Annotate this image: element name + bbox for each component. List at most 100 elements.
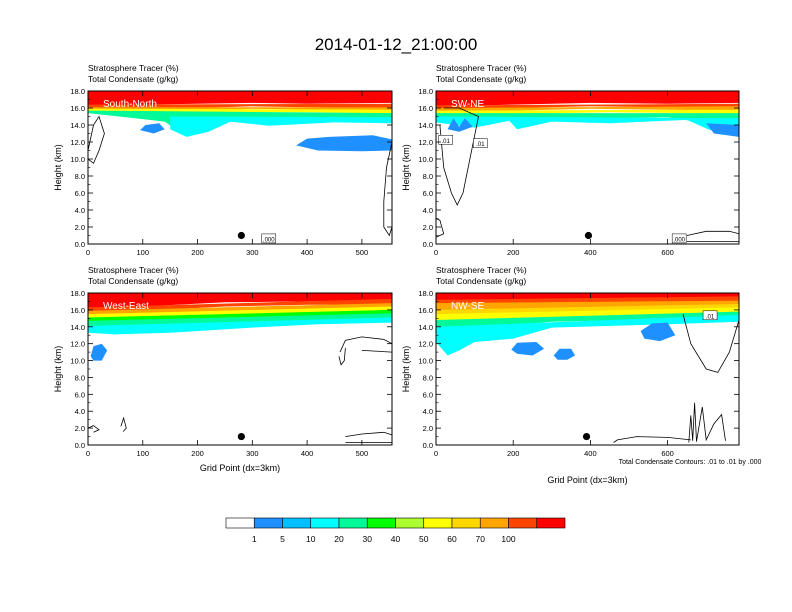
y-tick-label: 12.0 bbox=[418, 138, 433, 147]
colorbar-swatch bbox=[366, 517, 396, 529]
y-tick-label: 10.0 bbox=[70, 357, 85, 366]
y-tick-label: 4.0 bbox=[423, 407, 433, 416]
tracer-region-9 bbox=[553, 348, 575, 360]
y-tick-label: 16.0 bbox=[418, 306, 433, 315]
x-axis-title: Grid Point (dx=3km) bbox=[547, 475, 627, 485]
tracer-region-3 bbox=[88, 108, 392, 119]
contour-label: .01 bbox=[473, 138, 488, 148]
y-tick-label: 18.0 bbox=[418, 87, 433, 96]
colorbar-label: 40 bbox=[391, 534, 401, 544]
location-marker bbox=[237, 231, 245, 240]
x-tick-label: 200 bbox=[191, 248, 204, 257]
panel-south-north: .000 South-North Stratosphere Tracer (%)To… bbox=[53, 63, 393, 257]
plot-area: .000 bbox=[88, 91, 392, 244]
y-axis-title: Height (km) bbox=[53, 144, 63, 191]
colorbar-swatch bbox=[338, 517, 368, 529]
subtitle-condensate: Total Condensate (g/kg) bbox=[88, 74, 178, 84]
y-tick-label: 14.0 bbox=[70, 323, 85, 332]
y-tick-label: 14.0 bbox=[418, 323, 433, 332]
condensate-contour-1 bbox=[688, 402, 726, 443]
x-tick-label: 100 bbox=[137, 248, 150, 257]
subtitle-tracer: Stratosphere Tracer (%) bbox=[436, 265, 527, 275]
x-tick-label: 0 bbox=[434, 248, 438, 257]
x-tick-label: 400 bbox=[584, 248, 597, 257]
x-tick-label: 0 bbox=[86, 248, 90, 257]
condensate-contour-0 bbox=[439, 107, 479, 206]
subtitle-condensate: Total Condensate (g/kg) bbox=[88, 276, 178, 286]
x-tick-label: 200 bbox=[191, 449, 204, 458]
x-axis-title: Grid Point (dx=3km) bbox=[200, 463, 280, 473]
y-tick-label: 0.0 bbox=[423, 240, 433, 249]
y-tick-label: 8.0 bbox=[75, 373, 85, 382]
y-tick-label: 12.0 bbox=[70, 340, 85, 349]
condensate-contour-3 bbox=[88, 425, 100, 433]
x-tick-label: 400 bbox=[301, 248, 314, 257]
svg-text:.000: .000 bbox=[263, 237, 275, 243]
plot-area bbox=[88, 293, 392, 445]
y-tick-label: 4.0 bbox=[423, 206, 433, 215]
location-marker bbox=[237, 432, 245, 441]
y-tick-label: 10.0 bbox=[418, 155, 433, 164]
condensate-contour-2 bbox=[686, 230, 739, 242]
condensate-contour-0 bbox=[682, 313, 739, 373]
y-tick-label: 2.0 bbox=[423, 223, 433, 232]
tracer-region-6 bbox=[706, 123, 739, 137]
y-tick-label: 16.0 bbox=[418, 104, 433, 113]
y-tick-label: 8.0 bbox=[423, 373, 433, 382]
condensate-contour-1 bbox=[338, 347, 346, 366]
x-tick-label: 500 bbox=[356, 449, 369, 458]
colorbar-label: 20 bbox=[334, 534, 344, 544]
tracer-region-5 bbox=[436, 311, 739, 350]
subtitle-tracer: Stratosphere Tracer (%) bbox=[436, 63, 527, 73]
tracer-region-7 bbox=[90, 343, 108, 361]
x-tick-label: 200 bbox=[507, 449, 520, 458]
y-tick-label: 6.0 bbox=[423, 189, 433, 198]
y-tick-label: 2.0 bbox=[423, 424, 433, 433]
contour-footnote: Total Condensate Contours: .01 to .01 by… bbox=[619, 459, 762, 466]
colorbar-label: 50 bbox=[419, 534, 429, 544]
colorbar-label: 100 bbox=[501, 534, 515, 544]
y-axis-title: Height (km) bbox=[401, 346, 411, 393]
location-marker bbox=[582, 432, 591, 441]
panel-west-east: West-East Stratosphere Tracer (%)Total Co… bbox=[53, 265, 393, 473]
y-tick-label: 0.0 bbox=[75, 240, 85, 249]
contour-label: .01 bbox=[438, 135, 453, 145]
y-tick-label: 18.0 bbox=[70, 289, 85, 298]
colorbar-label: 60 bbox=[447, 534, 457, 544]
contour-label: .000 bbox=[671, 233, 687, 243]
x-tick-label: 0 bbox=[86, 449, 90, 458]
condensate-contour-0 bbox=[88, 115, 105, 164]
colorbar-label: 5 bbox=[280, 534, 285, 544]
condensate-contour-0 bbox=[339, 336, 392, 353]
plot-area: .01 .01 .000 bbox=[436, 91, 739, 244]
tracer-region-7 bbox=[140, 123, 165, 134]
y-tick-label: 10.0 bbox=[418, 357, 433, 366]
y-tick-label: 10.0 bbox=[70, 155, 85, 164]
panel-sw-ne: .01 .01 .000 SW-NE Stratosphere Tracer (%)To… bbox=[401, 63, 740, 257]
condensate-contour-1 bbox=[436, 218, 445, 238]
svg-text:.01: .01 bbox=[706, 314, 715, 320]
colorbar-swatch bbox=[253, 517, 283, 529]
subtitle-tracer: Stratosphere Tracer (%) bbox=[88, 265, 179, 275]
x-tick-label: 400 bbox=[584, 449, 597, 458]
tracer-region-5 bbox=[436, 116, 739, 131]
tracer-region-7 bbox=[447, 118, 473, 132]
colorbar-swatch bbox=[395, 517, 425, 529]
y-tick-label: 2.0 bbox=[75, 424, 85, 433]
y-tick-label: 16.0 bbox=[70, 104, 85, 113]
y-tick-label: 18.0 bbox=[70, 87, 85, 96]
colorbar-label: 1 bbox=[252, 534, 257, 544]
colorbar-label: 70 bbox=[476, 534, 486, 544]
tracer-region-8 bbox=[511, 342, 545, 356]
condensate-contour-1 bbox=[383, 141, 392, 237]
y-tick-label: 0.0 bbox=[423, 441, 433, 450]
tracer-region-0 bbox=[88, 293, 392, 309]
subtitle-tracer: Stratosphere Tracer (%) bbox=[88, 63, 179, 73]
colorbar-label: 30 bbox=[363, 534, 373, 544]
cross-section-label: NW-SE bbox=[451, 301, 484, 312]
y-tick-label: 12.0 bbox=[70, 138, 85, 147]
y-tick-label: 12.0 bbox=[418, 340, 433, 349]
plot-area: .01 bbox=[436, 293, 739, 445]
